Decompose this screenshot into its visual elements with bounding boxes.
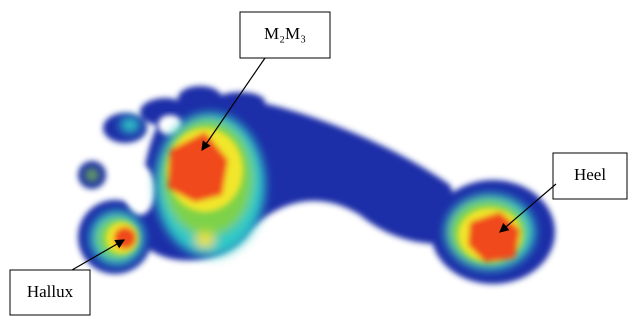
pressure-diagram: M₂M₃ Heel Hallux bbox=[0, 0, 629, 320]
foot-map bbox=[78, 86, 555, 284]
label: Heel bbox=[574, 165, 606, 184]
label: M₂M₃ bbox=[264, 24, 306, 43]
label: Hallux bbox=[27, 282, 74, 301]
page: M₂M₃ Heel Hallux (() => { const data = J… bbox=[0, 0, 629, 320]
